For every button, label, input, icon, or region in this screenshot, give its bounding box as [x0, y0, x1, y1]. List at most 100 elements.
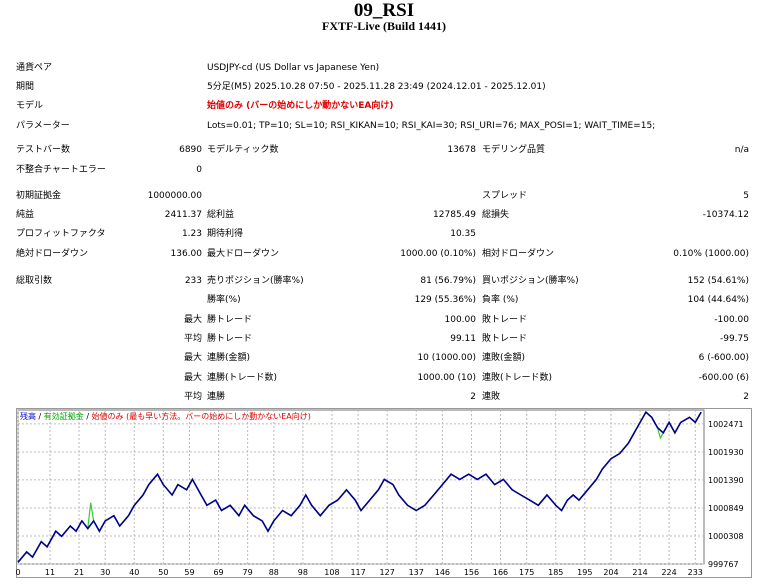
x-tick-label: 175 [519, 568, 534, 577]
exp-value: 10.35 [450, 229, 476, 239]
avg-cons-win-label: 連勝 [207, 392, 226, 402]
long-label: 買いポジション(勝率%) [482, 276, 579, 286]
mismatch-label: 不整合チャートエラー [16, 165, 106, 175]
net-value: 2411.37 [164, 210, 202, 220]
max2-label: 最大 [183, 353, 202, 363]
x-tick-label: 185 [548, 568, 563, 577]
x-tick-label: 204 [603, 568, 618, 577]
x-tick-label: 127 [380, 568, 395, 577]
max-dd-label: 最大ドローダウン [207, 249, 280, 259]
rel-dd-label: 相対ドローダウン [482, 249, 555, 259]
short-label: 売りポジション(勝率%) [207, 276, 304, 286]
win-rate-value: 129 (55.36%) [414, 295, 476, 305]
spread-label: スプレッド [482, 191, 528, 201]
spread-value: 5 [743, 191, 749, 201]
trades-value: 233 [184, 276, 202, 286]
cons-profit-label: 連勝(トレード数) [207, 373, 278, 383]
rel-dd-value: 0.10% (1000.00) [673, 249, 749, 259]
ticks-value: 13678 [447, 145, 476, 155]
cons-profit-value: 1000.00 (10) [417, 373, 476, 383]
balance-chart: 1002471 1001930 1001390 1000849 1000308 99976… [16, 408, 752, 578]
avg-cons-loss-label: 連敗 [482, 392, 501, 402]
avg2-label: 平均 [183, 392, 202, 402]
x-tick-label: 146 [435, 568, 450, 577]
x-tick-label: 156 [464, 568, 479, 577]
x-tick-label: 40 [129, 568, 139, 577]
x-tick-label: 21 [74, 568, 84, 577]
balance-line [17, 410, 702, 563]
avg1-label: 平均 [183, 334, 202, 344]
cons-losses-value: 6 (-600.00) [698, 353, 749, 363]
x-tick-label: 117 [350, 568, 365, 577]
legend-item: 残高 [20, 411, 36, 421]
x-tick-label: 79 [243, 568, 253, 577]
max-win-value: 100.00 [444, 315, 477, 325]
exp-label: 期待利得 [207, 229, 244, 239]
y-tick-label: 1000849 [708, 504, 744, 513]
avg-loss-label: 敗トレード [482, 334, 528, 344]
cons-losses-label: 連敗(金額) [482, 353, 526, 363]
x-tick-label: 59 [184, 568, 194, 577]
x-tick-label: 224 [661, 568, 676, 577]
gross-profit-value: 12785.49 [433, 210, 476, 220]
legend-item: 有効証拠金 [44, 411, 84, 421]
bars-label: テストバー数 [16, 145, 71, 155]
period-label: 期間 [16, 82, 35, 92]
max-loss-value: -100.00 [714, 315, 749, 325]
max-win-label: 勝トレード [207, 315, 253, 325]
x-tick-label: 0 [16, 568, 21, 577]
short-value: 81 (56.79%) [420, 276, 476, 286]
mismatch-value: 0 [196, 165, 202, 175]
pair-value: USDJPY-cd (US Dollar vs Japanese Yen) [207, 63, 380, 73]
x-tick-label: 195 [577, 568, 592, 577]
pair-label: 通貨ペア [16, 63, 53, 73]
pf-value: 1.23 [181, 229, 202, 239]
max-dd-value: 1000.00 (0.10%) [400, 249, 476, 259]
max-loss-label: 敗トレード [482, 315, 528, 325]
abs-dd-value: 136.00 [170, 249, 203, 259]
y-tick-label: 999767 [708, 560, 739, 569]
x-tick-label: 88 [269, 568, 279, 577]
avg-cons-win-value: 2 [470, 392, 476, 402]
gross-profit-label: 総利益 [207, 210, 235, 220]
net-label: 純益 [16, 210, 35, 220]
quality-value: n/a [734, 145, 749, 155]
win-rate-label: 勝率(%) [207, 295, 241, 305]
x-tick-label: 11 [45, 568, 55, 577]
x-tick-label: 69 [213, 568, 223, 577]
cons-wins-value: 10 (1000.00) [417, 353, 476, 363]
y-tick-label: 1001390 [708, 476, 744, 485]
period-value: 5分足(M5) 2025.10.28 07:50 - 2025.11.28 23… [207, 82, 546, 92]
x-tick-label: 98 [298, 568, 308, 577]
max1-label: 最大 [183, 315, 202, 325]
x-tick-label: 30 [100, 568, 110, 577]
abs-dd-label: 絶対ドローダウン [16, 249, 89, 259]
avg-win-label: 勝トレード [207, 334, 253, 344]
params-value: Lots=0.01; TP=10; SL=10; RSI_KIKAN=10; R… [207, 121, 656, 131]
quality-label: モデリング品質 [482, 145, 546, 155]
report-title: 09_RSI [353, 0, 415, 21]
deposit-value: 1000000.00 [147, 191, 202, 201]
max3-label: 最大 [183, 373, 202, 383]
chart-legend: 残高 / 有効証拠金 / 始値のみ (最も早い方法。バーの始めにしか動かないEA… [20, 411, 311, 421]
legend-item: / [36, 412, 44, 421]
legend-item: / [84, 412, 92, 421]
y-tick-label: 1000308 [708, 532, 744, 541]
avg-loss-value: -99.75 [719, 334, 749, 344]
loss-rate-value: 104 (44.64%) [687, 295, 749, 305]
cons-loss-value: -600.00 (6) [698, 373, 749, 383]
model-value: 始値のみ (バーの始めにしか動かないEA向け) [207, 101, 394, 111]
y-tick-label: 1001930 [708, 448, 744, 457]
x-tick-label: 166 [493, 568, 508, 577]
report-server: FXTF-Live (Build 1441) [321, 19, 446, 33]
y-tick-label: 1002471 [708, 420, 744, 429]
cons-loss-label: 連敗(トレード数) [482, 373, 553, 383]
pf-label: プロフィットファクタ [16, 229, 106, 239]
x-tick-label: 50 [158, 568, 168, 577]
x-tick-label: 233 [688, 568, 703, 577]
long-value: 152 (54.61%) [687, 276, 749, 286]
avg-cons-loss-value: 2 [743, 392, 749, 402]
deposit-label: 初期証拠金 [16, 191, 62, 201]
loss-rate-label: 負率 (%) [482, 295, 519, 305]
bars-value: 6890 [179, 145, 202, 155]
